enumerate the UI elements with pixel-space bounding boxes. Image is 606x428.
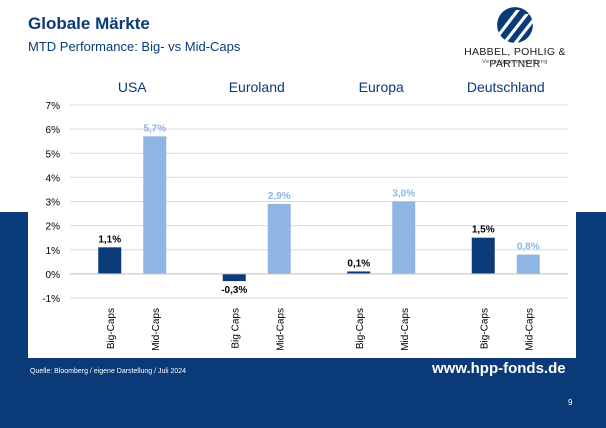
y-tick-label: 5% <box>46 149 61 160</box>
category-label: Big-Caps <box>355 308 366 349</box>
data-label: -0,3% <box>221 285 247 296</box>
y-tick-label: 7% <box>46 101 61 112</box>
logo-company-name: HABBEL, POHLIG & PARTNER <box>464 46 566 70</box>
y-tick-label: 6% <box>46 125 61 136</box>
bar <box>98 247 122 274</box>
bar <box>267 203 291 274</box>
group-label: Europa <box>359 79 404 95</box>
data-label: 1,1% <box>98 234 121 245</box>
logo-tagline: Vermögensverwaltung <box>482 59 548 65</box>
website-link[interactable]: www.hpp-fonds.de <box>432 360 566 377</box>
bar <box>392 201 416 274</box>
category-label: Mid-Caps <box>275 308 286 351</box>
chart-panel: -1% 0% 1% 2% 3% 4% 5% 6% 7% USA Euroland Europa Deut… <box>28 68 576 358</box>
company-logo: HABBEL, POHLIG & PARTNER Vermögensverwal… <box>440 6 590 70</box>
y-tick-label: 2% <box>46 222 61 233</box>
y-tick-label: -1% <box>42 294 60 305</box>
performance-chart: -1% 0% 1% 2% 3% 4% 5% 6% 7% USA Euroland Europa Deut… <box>42 79 568 351</box>
data-label: 2,9% <box>268 191 291 202</box>
category-label: Mid-Caps <box>400 308 411 351</box>
category-label: Big-Caps <box>479 308 490 349</box>
page-number: 9 <box>568 398 573 407</box>
bar <box>143 136 167 274</box>
source-note: Quelle: Bloomberg / eigene Darstellung /… <box>30 368 187 375</box>
page-title: Globale Märkte <box>28 14 150 33</box>
category-label: Big-Caps <box>106 308 117 349</box>
category-label: Big Caps <box>230 308 241 349</box>
bar <box>516 254 540 274</box>
group-label: Euroland <box>229 79 285 95</box>
data-label: 0,8% <box>517 242 540 253</box>
y-tick-label: 4% <box>46 173 61 184</box>
category-label: Mid-Caps <box>151 308 162 351</box>
y-tick-label: 1% <box>46 246 61 257</box>
y-tick-label: 3% <box>46 198 61 209</box>
y-tick-label: 0% <box>46 270 61 281</box>
data-label: 0,1% <box>347 258 370 269</box>
group-label: USA <box>118 79 147 95</box>
data-label: 3,0% <box>392 189 415 200</box>
category-label: Mid-Caps <box>524 308 535 351</box>
data-label: 1,5% <box>472 225 495 236</box>
bar <box>222 273 246 282</box>
data-label: 5,7% <box>143 123 166 134</box>
page-subtitle: MTD Performance: Big- vs Mid-Caps <box>28 39 241 54</box>
bar <box>347 271 371 274</box>
group-label: Deutschland <box>467 79 545 95</box>
bar <box>471 237 495 274</box>
logo-mark-icon <box>497 7 533 43</box>
